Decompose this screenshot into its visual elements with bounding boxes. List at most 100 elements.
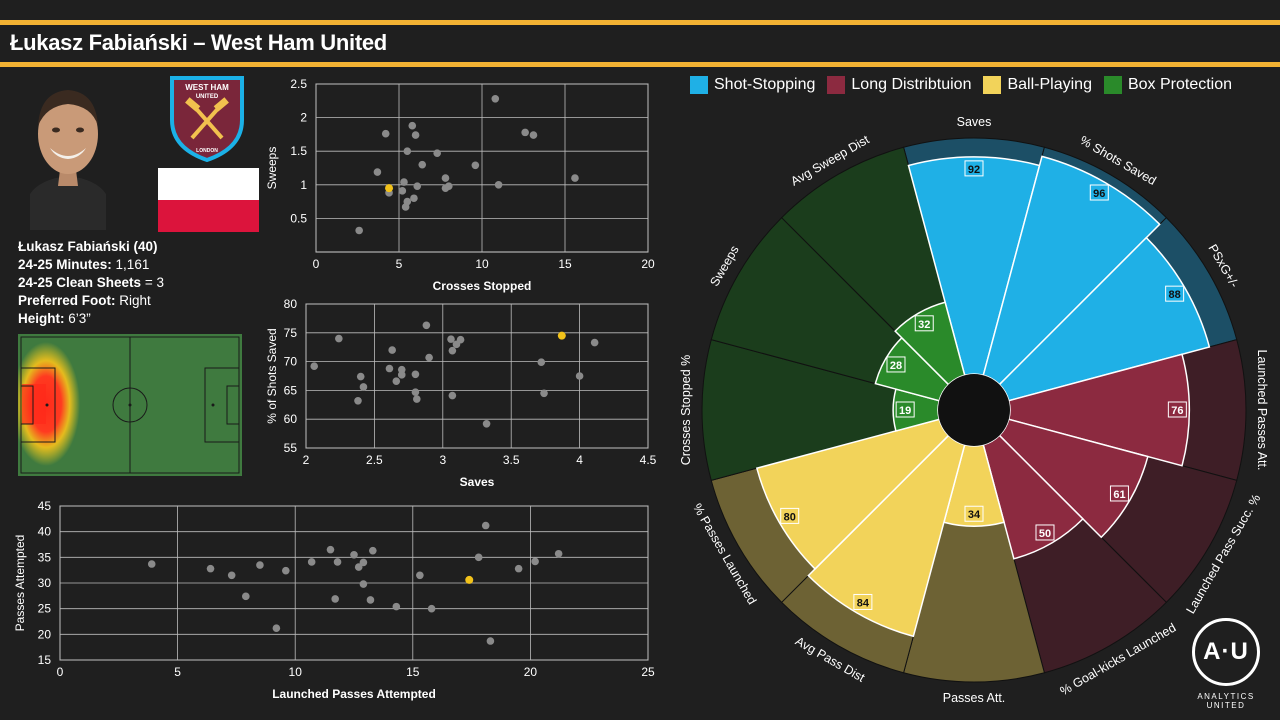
data-point xyxy=(403,197,412,206)
value-label: 92 xyxy=(968,164,980,176)
height-label: Height: xyxy=(18,311,65,326)
data-point xyxy=(427,604,436,613)
logo-mark: A·U xyxy=(1192,618,1260,686)
data-point xyxy=(411,131,420,139)
value-label: 61 xyxy=(1113,489,1125,501)
data-point xyxy=(521,128,529,137)
value-label: 19 xyxy=(899,405,911,417)
x-tick-label: 0 xyxy=(57,665,64,679)
data-point xyxy=(413,395,421,403)
x-tick-label: 3 xyxy=(439,453,446,467)
y-tick-label: 75 xyxy=(284,326,298,340)
data-point xyxy=(445,182,453,190)
category-label: Launched Passes Att. xyxy=(1255,350,1269,471)
category-label: Crosses Stopped % xyxy=(679,355,693,465)
y-tick-label: 65 xyxy=(284,383,298,397)
data-point xyxy=(147,560,156,568)
value-label-box xyxy=(1167,401,1187,418)
legend-label: Shot-Stopping xyxy=(714,76,816,93)
value-label-box xyxy=(914,315,934,332)
legend-item-box-protection: Box Protection xyxy=(1103,76,1233,94)
data-point xyxy=(355,226,363,235)
data-point xyxy=(333,558,342,566)
x-tick-label: 15 xyxy=(558,257,572,271)
data-point xyxy=(411,370,420,379)
data-point xyxy=(366,596,375,604)
radar-legend: Shot-Stopping Long Distribtuion Ball-Pla… xyxy=(690,76,1232,94)
y-tick-label: 30 xyxy=(38,576,52,590)
analytics-united-logo: A·U ANALYTICS UNITED xyxy=(1180,618,1272,712)
data-point xyxy=(474,553,483,562)
data-point xyxy=(356,372,365,381)
x-axis-label: Crosses Stopped xyxy=(433,279,532,293)
data-point xyxy=(529,131,538,139)
data-point xyxy=(494,181,503,189)
legend-item-shot-stopping: Shot-Stopping xyxy=(690,76,815,94)
x-tick-label: 4.5 xyxy=(640,453,657,467)
value-label: 84 xyxy=(857,597,870,609)
crest-line3: LONDON xyxy=(196,148,218,154)
data-point xyxy=(335,334,343,343)
x-tick-label: 25 xyxy=(641,665,655,679)
x-tick-label: 2.5 xyxy=(366,453,383,467)
data-point xyxy=(400,178,408,186)
scatter-shots-saved-vs-saves: 2 2.5 3 3.5 4 4.5 55 60 65 70 75 80 Saves % of Shots … xyxy=(265,297,657,489)
minutes-value: 1,161 xyxy=(115,257,150,272)
value-label-box xyxy=(1165,285,1185,302)
value-label: 76 xyxy=(1171,405,1183,417)
y-tick-label: 55 xyxy=(284,441,298,455)
data-point xyxy=(448,346,457,355)
data-point xyxy=(354,396,362,405)
y-tick-label: 60 xyxy=(284,412,298,426)
value-label-box xyxy=(1109,485,1129,502)
value-label-box xyxy=(964,160,984,177)
data-point xyxy=(540,389,548,398)
player-name-age: Łukasz Fabiański (40) xyxy=(18,239,158,254)
logo-text: ANALYTICS UNITED xyxy=(1197,692,1255,710)
value-label-box xyxy=(886,356,906,373)
data-point xyxy=(359,558,368,567)
value-label: 32 xyxy=(918,319,930,331)
data-point xyxy=(531,557,539,566)
x-tick-label: 4 xyxy=(576,453,583,467)
y-tick-label: 20 xyxy=(38,627,52,641)
data-point xyxy=(403,147,412,155)
data-point xyxy=(514,564,523,573)
value-label-box xyxy=(1089,184,1109,201)
scatter-passes-vs-launched: 0 5 10 15 20 25 15 20 25 30 35 40 45 Launched Passes … xyxy=(13,499,655,701)
y-tick-label: 40 xyxy=(38,525,52,539)
value-label: 28 xyxy=(890,360,902,372)
x-tick-label: 5 xyxy=(174,665,181,679)
x-axis-label: Saves xyxy=(460,475,495,489)
data-point xyxy=(326,545,335,554)
foot-label: Preferred Foot: xyxy=(18,293,116,308)
y-tick-label: 45 xyxy=(38,499,52,513)
data-point xyxy=(359,383,368,391)
x-tick-label: 10 xyxy=(289,665,303,679)
minutes-label: 24-25 Minutes: xyxy=(18,257,112,272)
data-point xyxy=(441,174,450,182)
data-point xyxy=(397,371,406,379)
top-accent-bar xyxy=(0,20,1280,25)
data-point xyxy=(369,546,377,555)
highlight-point xyxy=(557,331,566,340)
x-axis-label: Launched Passes Attempted xyxy=(272,687,436,701)
value-label: 50 xyxy=(1039,528,1051,540)
legend-label: Box Protection xyxy=(1127,76,1233,93)
heatmap-pitch xyxy=(18,334,242,476)
legend-item-ball-playing: Ball-Playing xyxy=(983,76,1092,94)
y-tick-label: 1 xyxy=(300,178,307,192)
value-label-box xyxy=(895,401,915,418)
data-point xyxy=(481,521,490,530)
data-point xyxy=(359,580,368,588)
crest-line1: WEST HAM xyxy=(185,83,229,92)
data-point xyxy=(398,187,407,195)
category-label: Passes Att. xyxy=(943,691,1006,705)
highlight-point xyxy=(385,184,394,193)
player-photo xyxy=(30,90,106,230)
club-crest: WEST HAM UNITED LONDON xyxy=(170,76,244,162)
data-point xyxy=(242,592,250,601)
value-label-box xyxy=(1035,524,1055,541)
value-label-box xyxy=(964,505,984,522)
